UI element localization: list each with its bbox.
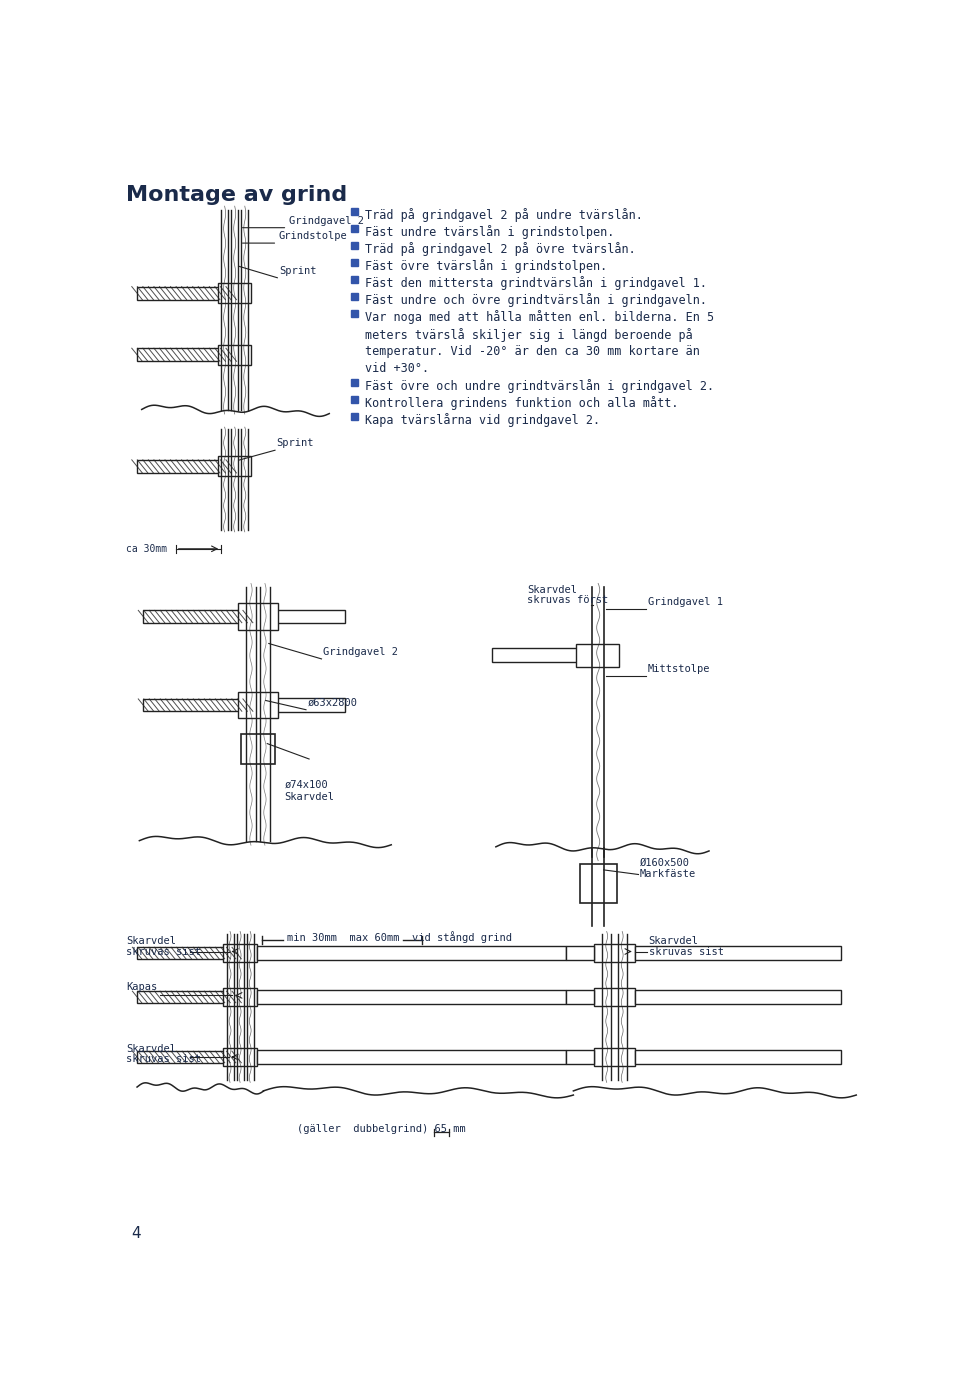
Bar <box>351 242 358 249</box>
Polygon shape <box>137 990 236 1003</box>
Polygon shape <box>635 946 841 960</box>
Text: ø63x2800: ø63x2800 <box>307 698 357 708</box>
Polygon shape <box>257 1051 565 1065</box>
Text: 4: 4 <box>132 1227 141 1241</box>
Text: skruvas sist: skruvas sist <box>126 1055 202 1065</box>
Text: Markfäste: Markfäste <box>640 869 696 879</box>
Text: Skarvdel: Skarvdel <box>126 1044 177 1053</box>
Bar <box>351 208 358 215</box>
Bar <box>351 397 358 404</box>
Text: Ø160x500: Ø160x500 <box>640 858 690 868</box>
Polygon shape <box>635 1051 841 1065</box>
Text: Montage av grind: Montage av grind <box>126 184 348 204</box>
Polygon shape <box>268 609 345 623</box>
Polygon shape <box>137 1051 236 1063</box>
Text: (gäller  dubbelgrind) 65 mm: (gäller dubbelgrind) 65 mm <box>297 1125 466 1134</box>
Polygon shape <box>565 990 594 1004</box>
Text: Skarvdel: Skarvdel <box>126 936 177 946</box>
Text: Fäst övre tvärslån i grindstolpen.: Fäst övre tvärslån i grindstolpen. <box>365 260 607 274</box>
Bar <box>351 380 358 387</box>
Polygon shape <box>137 947 236 958</box>
Bar <box>576 644 619 666</box>
Text: Fäst den mittersta grindtvärslån i grindgavel 1.: Fäst den mittersta grindtvärslån i grind… <box>365 277 707 291</box>
Text: Fäst övre och undre grindtvärslån i grindgavel 2.: Fäst övre och undre grindtvärslån i grin… <box>365 380 714 394</box>
Bar <box>223 944 257 963</box>
Polygon shape <box>137 286 231 300</box>
Text: Grindgavel 2: Grindgavel 2 <box>324 647 398 657</box>
Bar <box>219 457 251 476</box>
Bar <box>580 865 616 902</box>
Polygon shape <box>137 460 231 474</box>
Text: skruvas först: skruvas först <box>527 595 608 605</box>
Polygon shape <box>565 946 594 960</box>
Bar <box>594 1048 635 1066</box>
Text: Fäst undre tvärslån i grindstolpen.: Fäst undre tvärslån i grindstolpen. <box>365 225 614 239</box>
Polygon shape <box>143 698 248 711</box>
Text: Grindstolpe: Grindstolpe <box>278 232 348 242</box>
Bar <box>223 1048 257 1066</box>
Bar <box>219 345 251 365</box>
Text: Sprint: Sprint <box>278 265 317 275</box>
Bar <box>241 733 275 764</box>
Polygon shape <box>635 990 841 1004</box>
Text: skruvas sist: skruvas sist <box>649 947 724 957</box>
Text: ø74x100: ø74x100 <box>284 780 328 789</box>
Text: Fäst undre och övre grindtvärslån i grindgaveln.: Fäst undre och övre grindtvärslån i grin… <box>365 293 707 307</box>
Bar <box>223 988 257 1006</box>
Bar <box>351 225 358 232</box>
Polygon shape <box>492 648 587 662</box>
Text: ca 30mm: ca 30mm <box>126 543 167 553</box>
Text: Kapa tvärslårna vid grindgavel 2.: Kapa tvärslårna vid grindgavel 2. <box>365 414 600 427</box>
Text: skruvas sist: skruvas sist <box>126 947 202 957</box>
Text: Träd på grindgavel 2 på övre tvärslån.: Träd på grindgavel 2 på övre tvärslån. <box>365 242 636 256</box>
Bar <box>594 988 635 1006</box>
Text: Grindgavel 1: Grindgavel 1 <box>648 597 723 608</box>
Polygon shape <box>268 698 345 712</box>
Bar <box>351 260 358 267</box>
Text: Var noga med att hålla måtten enl. bilderna. En 5
meters tvärslå skiljer sig i l: Var noga med att hålla måtten enl. bilde… <box>365 310 714 374</box>
Polygon shape <box>137 348 231 362</box>
Polygon shape <box>565 1051 594 1065</box>
Text: min 30mm  max 60mm  vid stångd grind: min 30mm max 60mm vid stångd grind <box>287 930 512 943</box>
Text: Skarvdel: Skarvdel <box>649 936 699 946</box>
Text: Grindgavel 2: Grindgavel 2 <box>289 217 364 226</box>
Polygon shape <box>257 946 565 960</box>
Text: Skarvdel: Skarvdel <box>527 585 577 595</box>
Bar <box>238 692 278 718</box>
Text: Träd på grindgavel 2 på undre tvärslån.: Träd på grindgavel 2 på undre tvärslån. <box>365 208 643 222</box>
Bar <box>351 277 358 284</box>
Bar <box>351 293 358 300</box>
Polygon shape <box>257 990 565 1004</box>
Polygon shape <box>143 610 248 623</box>
Bar <box>351 414 358 420</box>
Text: Skarvdel: Skarvdel <box>284 792 334 802</box>
Bar <box>351 310 358 317</box>
Text: Kapas: Kapas <box>126 982 157 992</box>
Text: Sprint: Sprint <box>276 439 314 448</box>
Bar <box>594 944 635 963</box>
Bar <box>219 284 251 303</box>
Text: Mittstolpe: Mittstolpe <box>648 664 710 673</box>
Text: Kontrollera grindens funktion och alla mått.: Kontrollera grindens funktion och alla m… <box>365 397 679 411</box>
Bar <box>238 604 278 630</box>
